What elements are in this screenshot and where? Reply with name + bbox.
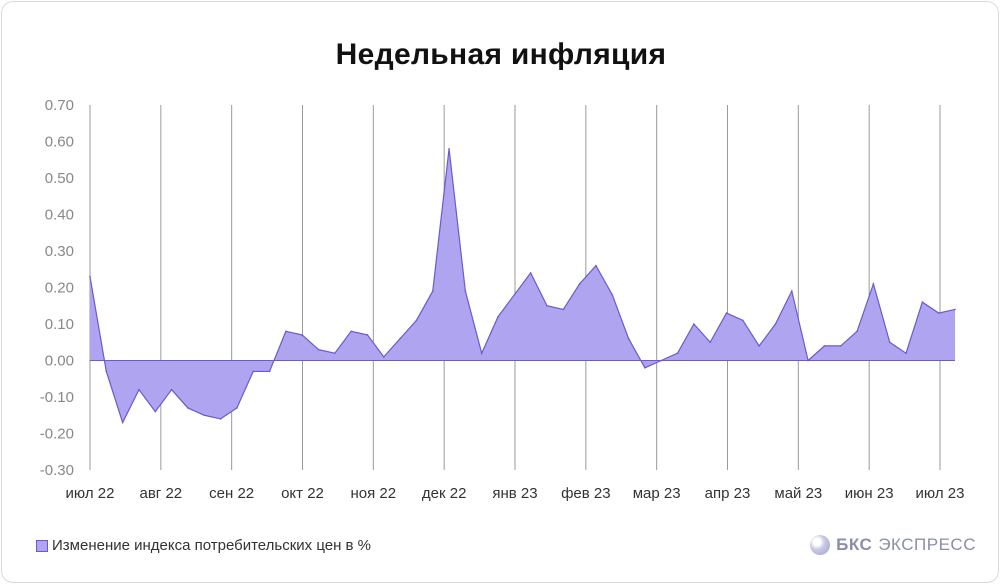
area-fill <box>90 148 955 423</box>
data-point <box>350 330 352 333</box>
x-tick-label: сен 22 <box>209 485 254 502</box>
data-point <box>382 356 385 358</box>
y-tick-label: 0.60 <box>45 134 74 151</box>
data-point <box>399 337 401 340</box>
data-point <box>285 330 287 333</box>
data-point <box>954 308 956 311</box>
data-point <box>187 407 189 409</box>
data-point <box>480 352 483 355</box>
data-point <box>252 370 255 373</box>
data-point <box>758 345 760 347</box>
x-tick-label: авг 22 <box>140 485 183 502</box>
data-point <box>595 264 597 267</box>
x-tick-label: июл 22 <box>66 485 115 502</box>
brand-logo: БКС ЭКСПРЕСС <box>810 535 976 555</box>
x-tick-label: дек 22 <box>422 485 467 502</box>
series-line <box>89 148 956 425</box>
x-tick-label: фев 23 <box>561 485 611 502</box>
data-point <box>709 341 711 344</box>
data-point <box>562 308 565 311</box>
data-point <box>807 359 809 362</box>
data-point <box>415 319 418 322</box>
data-point <box>513 294 516 296</box>
data-point <box>872 283 875 285</box>
y-tick-label: 0.00 <box>45 353 74 370</box>
data-point <box>790 290 793 292</box>
data-point <box>448 148 450 150</box>
data-point <box>121 421 124 424</box>
data-point <box>725 312 728 314</box>
x-tick-label: ноя 22 <box>351 485 397 502</box>
y-tick-label: 0.20 <box>45 280 74 297</box>
data-point <box>660 359 663 362</box>
data-point <box>170 388 173 391</box>
y-tick-label: 0.70 <box>45 97 74 114</box>
data-point <box>431 290 434 292</box>
data-point <box>578 283 581 285</box>
legend: Изменение индекса потребительских цен в … <box>36 537 371 554</box>
legend-swatch <box>36 539 48 552</box>
data-point <box>611 294 614 296</box>
data-point <box>203 414 206 417</box>
data-point <box>905 352 907 355</box>
y-tick-label: 0.40 <box>45 207 74 224</box>
y-tick-label: 0.30 <box>45 243 74 260</box>
data-point <box>236 407 238 409</box>
x-tick-label: июл 23 <box>916 485 965 502</box>
y-tick-label: -0.30 <box>40 462 74 479</box>
data-point <box>529 272 532 274</box>
x-tick-label: мар 23 <box>633 485 681 502</box>
y-tick-label: 0.10 <box>45 316 74 333</box>
x-tick-label: июн 23 <box>845 485 894 502</box>
brand-name-part1: БКС <box>836 535 873 554</box>
legend-label: Изменение индекса потребительских цен в … <box>52 537 372 554</box>
data-point <box>839 345 842 347</box>
plot-area <box>89 148 956 425</box>
data-point <box>774 323 777 325</box>
data-point <box>921 301 924 303</box>
data-point <box>546 304 548 307</box>
y-tick-label: 0.50 <box>45 170 74 187</box>
data-point <box>497 315 499 318</box>
data-point <box>644 367 646 369</box>
brand-name-part2: ЭКСПРЕСС <box>878 535 976 554</box>
x-tick-label: окт 22 <box>281 485 324 502</box>
data-point <box>937 312 940 314</box>
data-point <box>856 330 858 333</box>
data-point <box>366 334 369 336</box>
data-point <box>219 418 222 420</box>
y-axis: 0.70 0.60 0.50 0.40 0.30 0.20 0.10 0.00 -0.10 -0.… <box>40 97 74 479</box>
x-tick-label: май 23 <box>774 485 822 502</box>
data-point <box>888 341 891 344</box>
data-point <box>823 345 826 347</box>
data-point <box>676 352 679 355</box>
x-axis: июл 22 авг 22 сен 22 окт 22 ноя 22 дек 22 янв … <box>66 485 965 502</box>
data-point <box>138 388 140 391</box>
x-tick-label: апр 23 <box>705 485 751 502</box>
x-tick-label: янв 23 <box>492 485 537 502</box>
data-point <box>89 275 91 278</box>
y-tick-label: -0.10 <box>40 389 74 406</box>
y-tick-label: -0.20 <box>40 426 74 443</box>
data-point <box>464 290 467 292</box>
data-point <box>268 370 271 373</box>
data-point <box>334 352 336 355</box>
data-point <box>742 319 744 322</box>
data-point <box>693 323 695 325</box>
data-point <box>627 337 630 340</box>
chart-title: Недельная инфляция <box>335 38 667 71</box>
data-point <box>317 348 320 351</box>
data-point <box>154 410 157 413</box>
data-point <box>301 334 303 336</box>
data-point <box>105 370 108 373</box>
brand-sphere-icon <box>810 535 831 555</box>
